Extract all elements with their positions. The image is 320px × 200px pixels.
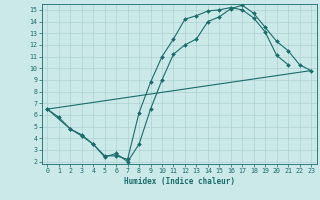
- X-axis label: Humidex (Indice chaleur): Humidex (Indice chaleur): [124, 177, 235, 186]
